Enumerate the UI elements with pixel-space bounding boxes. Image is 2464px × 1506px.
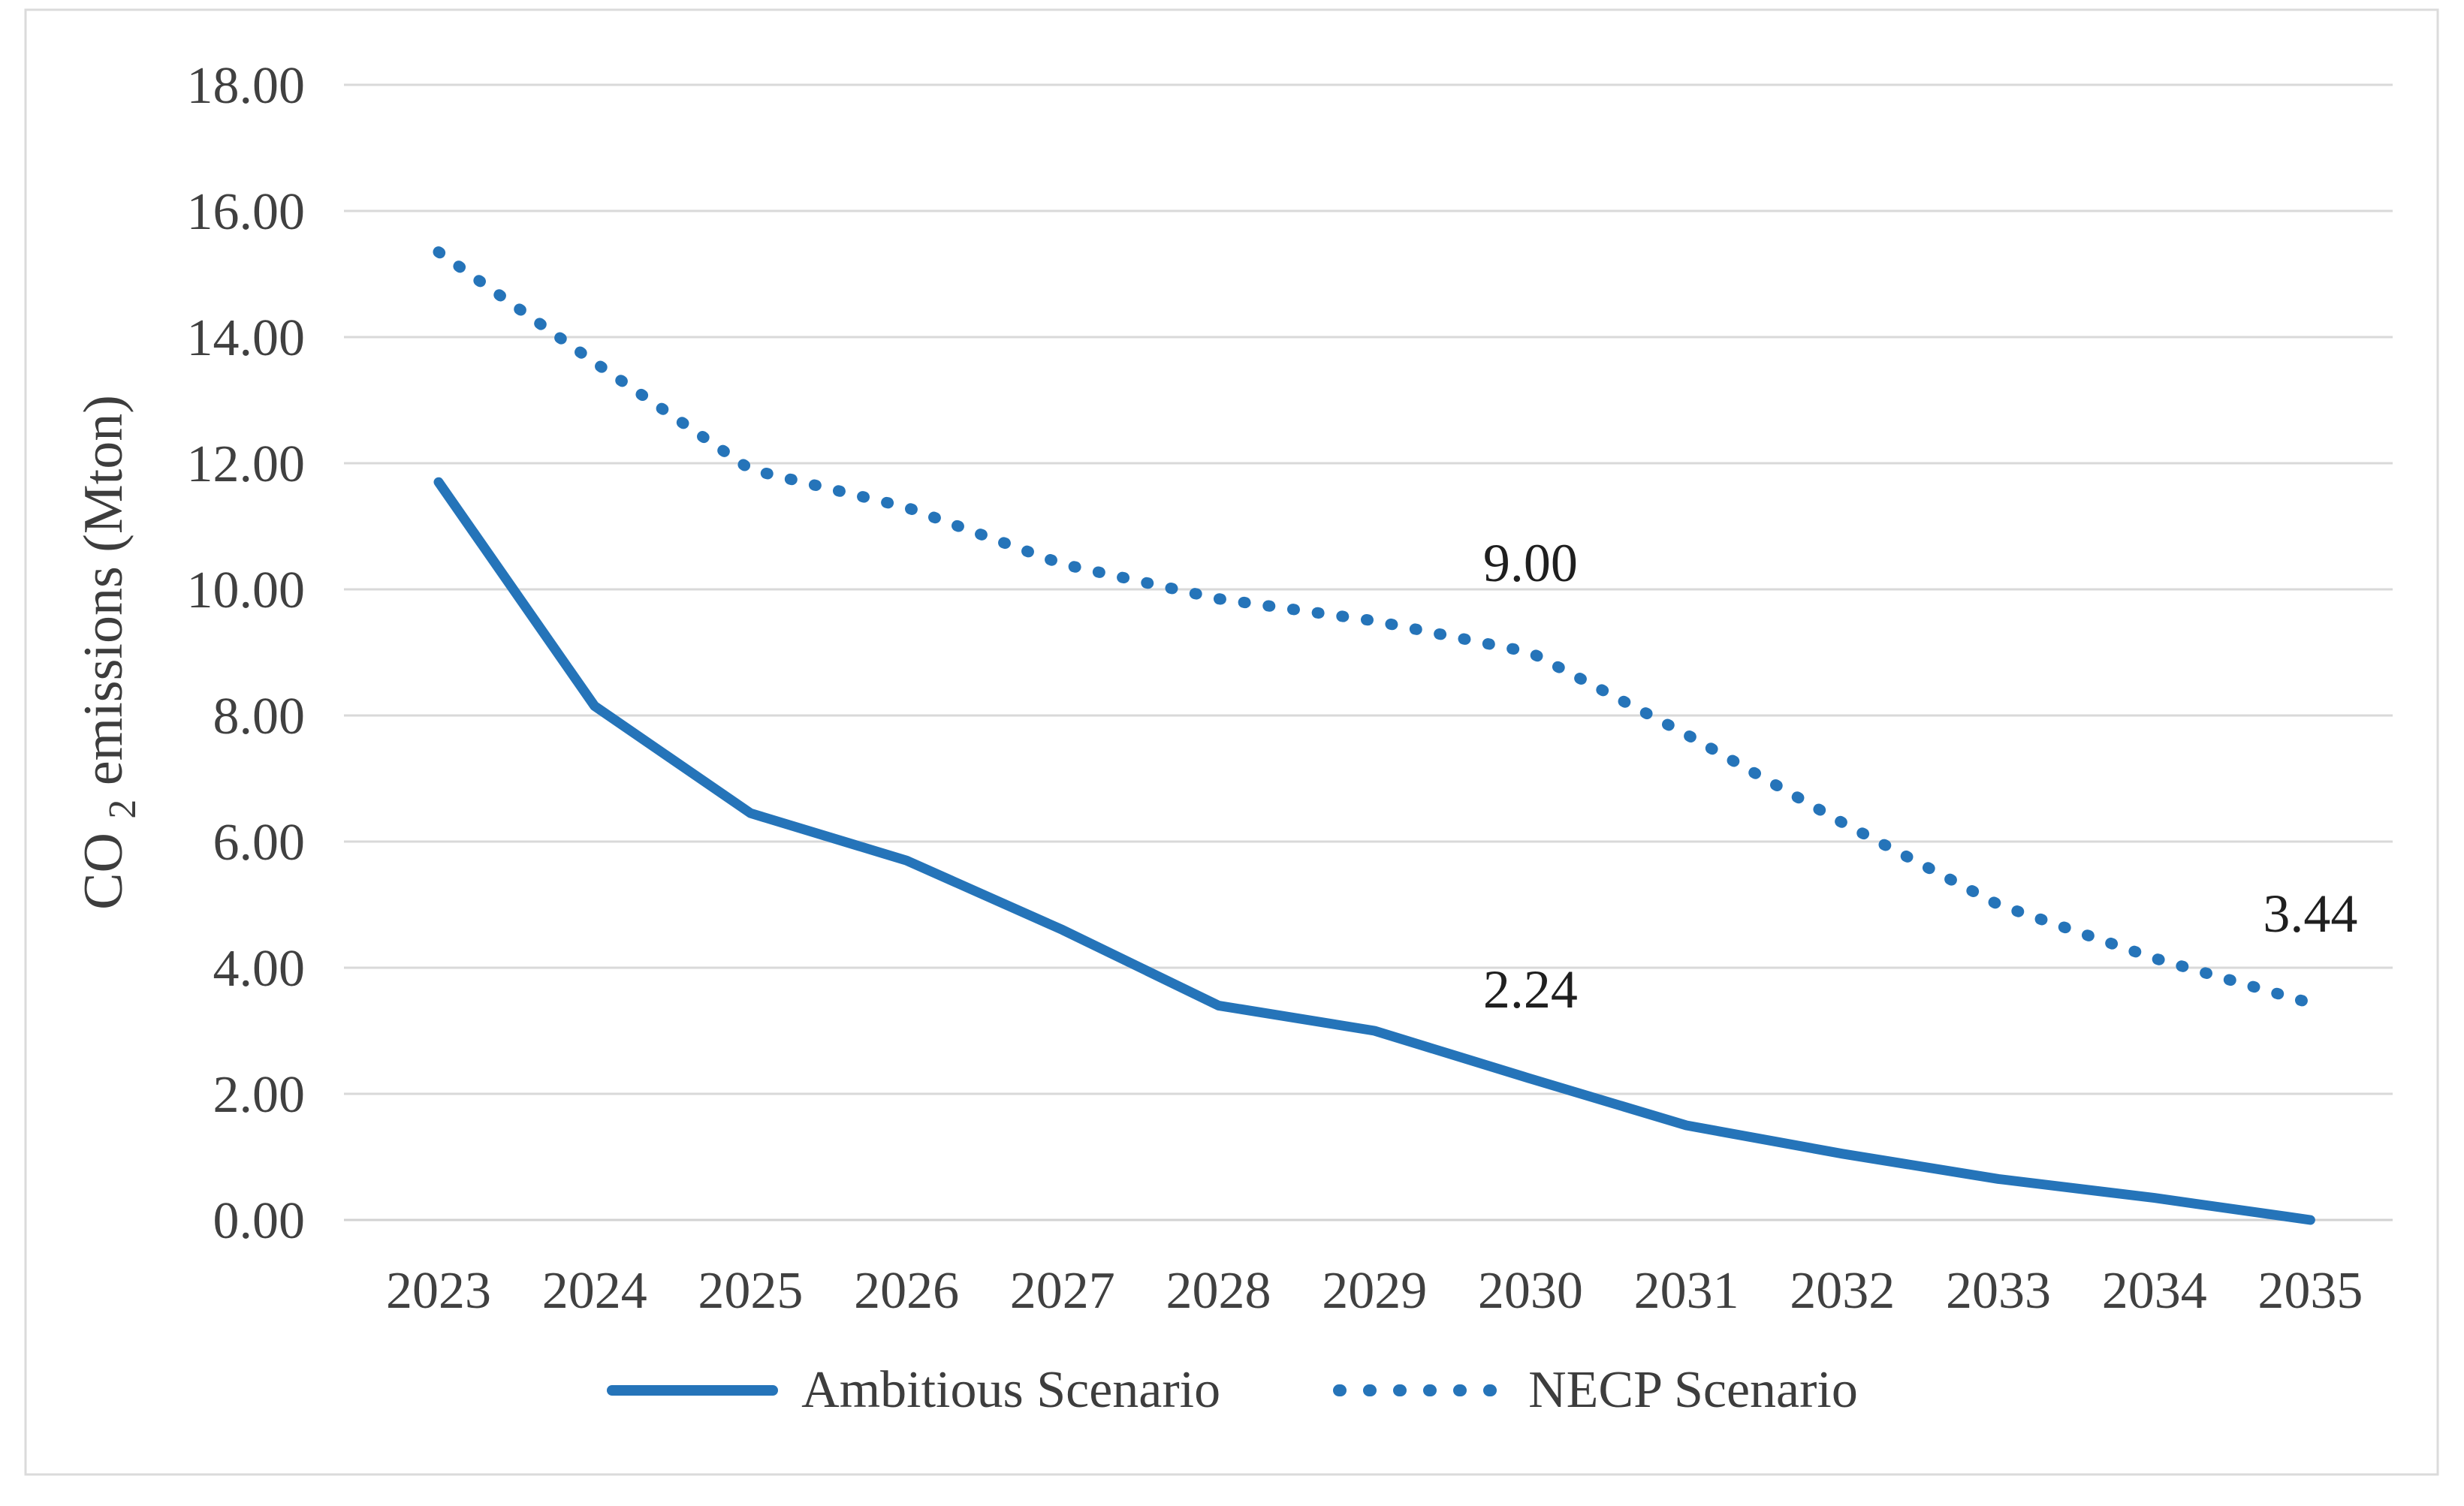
x-tick-label: 2024 bbox=[542, 1262, 647, 1320]
legend-item-necp-scenario: NECP Scenario bbox=[1333, 1360, 1858, 1420]
x-tick-label: 2029 bbox=[1322, 1262, 1427, 1320]
y-tick-label: 12.00 bbox=[187, 435, 306, 493]
y-tick-label: 10.00 bbox=[187, 562, 306, 619]
data-label: 3.44 bbox=[2263, 884, 2357, 944]
x-tick-label: 2026 bbox=[854, 1262, 959, 1320]
y-axis-tick-labels: 18.00 16.00 14.00 12.00 10.00 8.00 6.00 4.00 2.0… bbox=[187, 57, 306, 1250]
data-label: 2.24 bbox=[1483, 959, 1578, 1020]
y-axis-title-prefix: CO bbox=[73, 833, 134, 910]
y-tick-label: 16.00 bbox=[187, 183, 306, 241]
legend-swatch-dotted-line bbox=[1333, 1384, 1506, 1396]
series-line-necp-scenario bbox=[433, 246, 2316, 1009]
data-labels-group: 9.00 2.24 3.44 bbox=[1483, 533, 2357, 1020]
legend-item-ambitious-scenario: Ambitious Scenario bbox=[606, 1360, 1220, 1420]
x-tick-label: 2023 bbox=[386, 1262, 491, 1320]
series-group bbox=[433, 246, 2316, 1225]
x-tick-label: 2035 bbox=[2257, 1262, 2363, 1320]
y-tick-label: 4.00 bbox=[213, 940, 306, 998]
legend-swatch-solid-line bbox=[607, 1385, 779, 1396]
x-tick-label: 2031 bbox=[1634, 1262, 1739, 1320]
chart-legend: Ambitious Scenario NECP Scenario bbox=[0, 1360, 2464, 1420]
series-line-ambitious-scenario bbox=[433, 477, 2315, 1225]
chart-border bbox=[24, 8, 2439, 1476]
y-tick-label: 8.00 bbox=[213, 688, 306, 745]
x-tick-label: 2028 bbox=[1166, 1262, 1271, 1320]
y-tick-label: 0.00 bbox=[213, 1192, 306, 1250]
data-label: 9.00 bbox=[1483, 533, 1578, 593]
y-tick-label: 6.00 bbox=[213, 814, 306, 872]
x-tick-label: 2027 bbox=[1010, 1262, 1115, 1320]
y-tick-label: 18.00 bbox=[187, 57, 306, 115]
legend-label: NECP Scenario bbox=[1528, 1361, 1858, 1419]
legend-label: Ambitious Scenario bbox=[801, 1361, 1221, 1419]
gridlines-group bbox=[344, 83, 2393, 1221]
y-axis-title-suffix: emissions (Mton) bbox=[73, 395, 134, 785]
x-tick-label: 2030 bbox=[1478, 1262, 1583, 1320]
x-tick-label: 2034 bbox=[2102, 1262, 2207, 1320]
y-axis-title-subscript: 2 bbox=[101, 800, 144, 819]
y-tick-label: 14.00 bbox=[187, 309, 306, 367]
x-axis-tick-labels: 2023 2024 2025 2026 2027 2028 2029 2030 2031 2032… bbox=[386, 1262, 2363, 1320]
x-tick-label: 2025 bbox=[698, 1262, 803, 1320]
y-axis-title: CO 2 emissions (Mton) bbox=[73, 395, 148, 910]
x-tick-label: 2032 bbox=[1790, 1262, 1895, 1320]
y-tick-label: 2.00 bbox=[213, 1066, 306, 1124]
x-tick-label: 2033 bbox=[1946, 1262, 2051, 1320]
